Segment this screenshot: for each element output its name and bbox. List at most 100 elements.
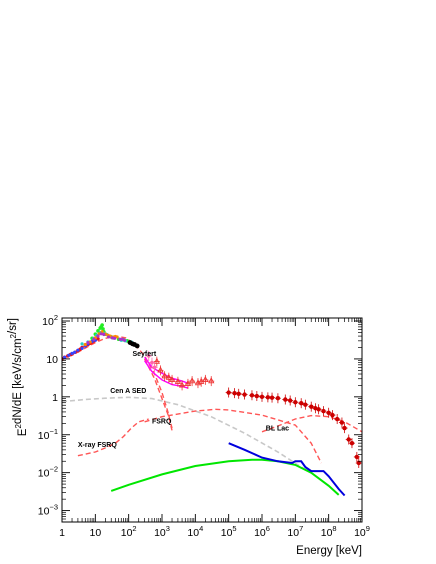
fermi-red-point (354, 454, 360, 460)
fermi-red-point (269, 395, 275, 400)
x-tick-label: 106 (254, 524, 270, 539)
fermi-red-point (232, 390, 237, 396)
x-tick-label: 1 (59, 527, 65, 539)
egret-pink-point (150, 360, 154, 365)
purple-points-point (113, 336, 117, 340)
comptel-open-point (157, 366, 164, 373)
x-tick-label: 109 (354, 524, 370, 539)
y-axis-title: E2dN/dE [keV/s/cm2/sr] (7, 318, 29, 436)
fermi-red-point (330, 412, 335, 418)
blue-points-point (80, 346, 84, 350)
magenta-upper-line (144, 356, 189, 384)
green-points-point (100, 323, 104, 327)
purple-points-point (92, 337, 96, 341)
annotation-layer: Seyfert Cen A SED FSRQ BL Lac X-ray FSRQ (78, 351, 289, 449)
y-tick-label: 10 (46, 354, 58, 366)
purple-points-point (106, 335, 111, 339)
annotation-label: BL Lac (266, 425, 289, 432)
annotation-label: Seyfert (132, 351, 156, 358)
seyfert-tail-line (143, 358, 173, 431)
fermi-red-point (236, 391, 241, 397)
fsrq-line (144, 408, 322, 464)
blue-points-point (70, 351, 74, 355)
comptel-open-point (202, 375, 209, 383)
y-tick-label: 10−2 (38, 465, 58, 480)
cyan-points-point (80, 342, 84, 346)
fermi-red-point (321, 408, 326, 414)
fermi-red-point (287, 398, 293, 403)
x-tick-label: 104 (187, 524, 203, 539)
fermi-red-point (349, 440, 355, 446)
fermi-red-point (226, 390, 231, 395)
x-tick-label: 10 (89, 527, 101, 539)
fermi-red-point (342, 425, 347, 431)
fermi-red-point (299, 400, 304, 406)
purple-points-point (96, 334, 100, 338)
fermi-red-point (242, 392, 247, 397)
fermi-red-point (275, 396, 281, 401)
comptel-open-point (165, 373, 172, 380)
blue-points-point (76, 348, 80, 352)
purple-points-point (122, 338, 127, 342)
orange-points-point (83, 342, 87, 347)
y-tick-label: 102 (42, 313, 58, 328)
fermi-red-point (303, 402, 308, 407)
purple-points-point (99, 332, 103, 336)
bllac-line (261, 414, 362, 433)
blue-points-point (63, 355, 67, 359)
purple-points-point (118, 337, 122, 341)
fermi-red-point (293, 400, 298, 405)
green-points-point (101, 327, 105, 331)
egret-pink-point (146, 354, 151, 358)
comptel-open-point (174, 377, 182, 384)
green-model-line (110, 458, 340, 496)
xray-fsrq-line (77, 418, 149, 457)
blue-model-line (228, 442, 346, 497)
annotation-label: X-ray FSRQ (78, 442, 117, 449)
black-points-point (134, 343, 140, 349)
red-points-xray-point (96, 336, 100, 341)
y-tick-label: 10−3 (38, 503, 58, 518)
comptel-open-point (161, 372, 168, 379)
egret-pink-point (152, 365, 157, 370)
x-tick-label: 105 (221, 524, 237, 539)
x-tick-label: 102 (121, 524, 137, 539)
purple-points-point (110, 336, 114, 340)
blue-points-point (67, 353, 71, 357)
x-axis-title: Energy [keV] (296, 545, 362, 557)
fermi-red-point (356, 460, 361, 466)
fermi-red-point (283, 397, 288, 402)
orange-points-point (115, 335, 119, 339)
annotation-label: FSRQ (152, 418, 172, 425)
x-tick-label: 108 (321, 524, 337, 539)
fermi-red-point (259, 394, 265, 400)
comptel-open-point (208, 377, 215, 384)
comptel-open-point (153, 357, 160, 364)
x-tick-label: 107 (287, 524, 303, 539)
comptel-open-point (168, 375, 176, 383)
comptel-open-point (178, 381, 186, 388)
plot-frame (61, 317, 363, 523)
fermi-red-point (316, 407, 321, 412)
cena-sed-line (62, 396, 306, 471)
magenta-lower-line (144, 360, 189, 389)
y-tick-label: 10−1 (38, 427, 58, 442)
comptel-open-point (198, 377, 205, 384)
fermi-red-point (249, 393, 255, 398)
axis-layer: 1 10 102 103 104 105 106 107 108 109 10−3 10−2 10−1 1… (38, 313, 370, 539)
fermi-red-point (339, 420, 345, 425)
fermi-red-point (346, 437, 351, 442)
fermi-red-point (265, 395, 271, 400)
fermi-red-point (334, 416, 340, 422)
purple-points-point (102, 332, 106, 337)
fermi-red-point (254, 393, 260, 399)
data-layer (62, 323, 362, 497)
purple-points-point (86, 340, 90, 345)
blue-points-point (73, 350, 77, 354)
fermi-red-point (309, 404, 314, 409)
comptel-open-point (188, 377, 196, 384)
fermi-red-point (326, 410, 331, 415)
annotation-label: Cen A SED (110, 388, 146, 395)
y-tick-label: 1 (52, 392, 58, 404)
